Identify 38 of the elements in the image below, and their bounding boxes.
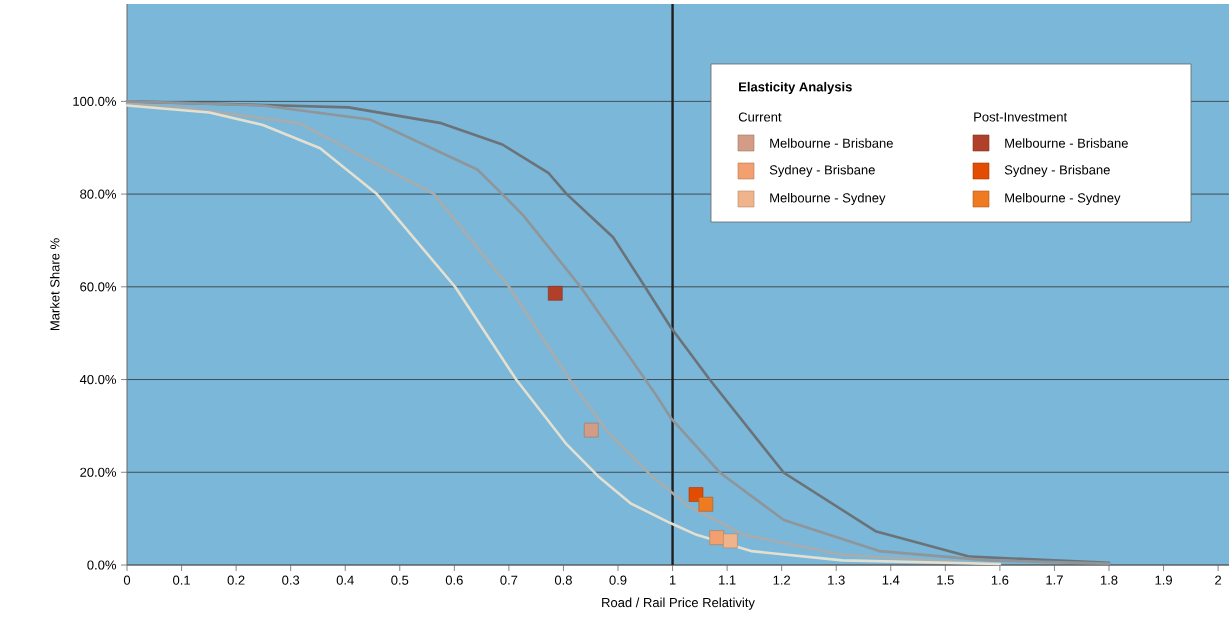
legend-label: Melbourne - Sydney — [770, 192, 886, 206]
y-tick-label: 40.0% — [79, 374, 117, 385]
x-tick-label: 1.9 — [1155, 575, 1172, 585]
x-tick-label: 1.7 — [1046, 575, 1063, 585]
x-tick-label: 0.8 — [554, 575, 572, 585]
x-tick-label: 0.6 — [445, 575, 463, 585]
x-tick-label: 1.5 — [937, 575, 954, 585]
x-tick-label: 1.2 — [773, 575, 791, 585]
x-tick-label: 0.9 — [609, 575, 627, 585]
x-tick-label: 1.1 — [719, 575, 736, 585]
legend-label: Sydney - Brisbane — [1004, 164, 1110, 178]
annotation: Post-Investment — [974, 112, 1068, 122]
y-tick-label: 100.0% — [73, 96, 117, 106]
x-tick-label: 2 — [1215, 575, 1222, 585]
y-tick-label: 60.0% — [80, 282, 117, 292]
y-tick-label: 0.0% — [87, 560, 117, 570]
y-tick-label: 80.0% — [80, 189, 117, 199]
legend-label: Melbourne - Brisbane — [1005, 138, 1128, 148]
legend-title: Elasticity Analysis — [739, 81, 852, 95]
y-axis-title: Market Share % — [49, 238, 60, 331]
x-tick-label: 1.8 — [1100, 575, 1118, 585]
legend-label: Melbourne - Sydney — [1005, 192, 1121, 206]
x-tick-label: 0.1 — [173, 575, 190, 585]
legend-label: Sydney - Brisbane — [769, 164, 875, 178]
x-tick-label: 1.3 — [828, 575, 845, 585]
x-tick-label: 1.4 — [882, 575, 900, 585]
x-tick-label: 0.7 — [500, 575, 518, 585]
legend-label: Melbourne - Brisbane — [770, 138, 893, 148]
x-tick-label: 0 — [123, 575, 131, 585]
x-tick-label: 0.5 — [391, 575, 409, 585]
x-tick-label: 1.6 — [991, 575, 1009, 585]
x-tick-label: 0.2 — [227, 575, 245, 585]
y-tick-label: 20.0% — [80, 467, 117, 477]
x-tick-label: 0.4 — [336, 575, 354, 585]
annotation: Current — [738, 112, 782, 122]
x-tick-label: 1 — [669, 575, 676, 585]
x-axis-title: Road / Rail Price Relativity — [602, 597, 755, 610]
x-tick-label: 0.3 — [282, 575, 300, 585]
